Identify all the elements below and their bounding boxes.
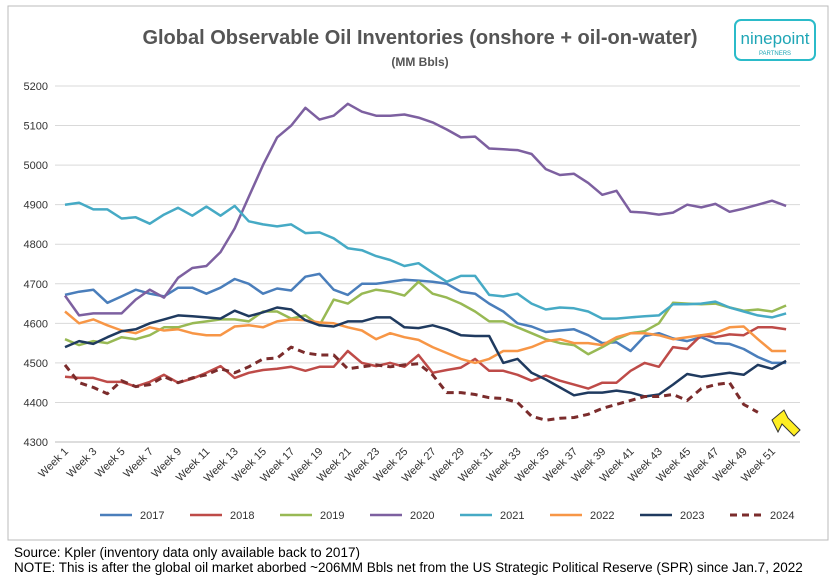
notes: Source: Kpler (inventory data only avail… <box>14 545 803 575</box>
pointer-arrow <box>771 409 801 437</box>
series-line <box>64 310 787 365</box>
logo-tagline: PARTNERS <box>759 51 791 57</box>
y-tick-label: 4800 <box>24 239 48 251</box>
legend-label: 2018 <box>230 510 254 522</box>
series-line <box>64 280 787 356</box>
y-tick-label: 4300 <box>24 437 48 449</box>
logo: ninepoint PARTNERS <box>734 19 816 61</box>
source-note: Source: Kpler (inventory data only avail… <box>14 545 360 560</box>
y-tick-label: 4900 <box>24 200 48 212</box>
logo-box <box>734 19 816 61</box>
legend-label: 2020 <box>410 510 434 522</box>
series-line <box>64 326 787 390</box>
y-tick-label: 4500 <box>24 358 48 370</box>
chart: Global Observable Oil Inventories (onsho… <box>7 5 829 541</box>
chart-subtitle: (MM Bbls) <box>391 55 448 69</box>
spr-note: NOTE: This is after the global oil marke… <box>14 560 803 575</box>
legend-label: 2019 <box>320 510 344 522</box>
series-line <box>64 306 787 398</box>
legend-label: 2022 <box>590 510 614 522</box>
series-line <box>64 272 787 365</box>
y-tick-label: 5100 <box>24 121 48 133</box>
series-line <box>64 201 787 320</box>
y-tick-label: 5200 <box>24 81 48 93</box>
y-tick-label: 5000 <box>24 160 48 172</box>
chart-frame <box>7 5 829 541</box>
series-line <box>63 345 759 422</box>
legend-label: 2021 <box>500 510 524 522</box>
legend-label: 2024 <box>770 510 794 522</box>
series-line <box>63 102 787 317</box>
logo-name: ninepoint <box>740 29 809 48</box>
y-tick-label: 4700 <box>24 279 48 291</box>
legend-label: 2017 <box>140 510 164 522</box>
chart-title: Global Observable Oil Inventories (onsho… <box>142 27 697 49</box>
y-tick-label: 4400 <box>24 397 48 409</box>
y-tick-label: 4600 <box>24 318 48 330</box>
legend-label: 2023 <box>680 510 704 522</box>
